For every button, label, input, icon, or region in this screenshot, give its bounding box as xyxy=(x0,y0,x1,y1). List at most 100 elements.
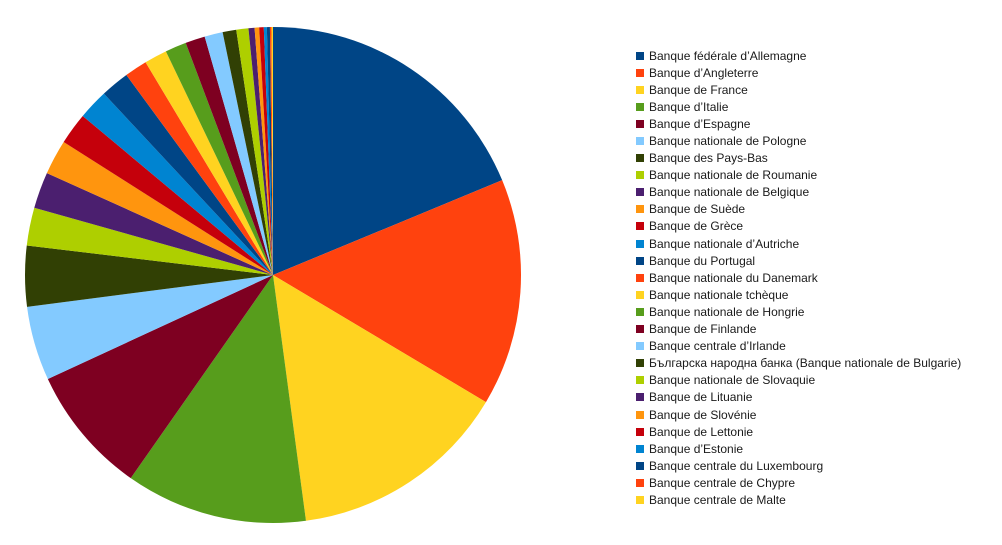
legend-item: Banque nationale de Hongrie xyxy=(636,303,961,320)
pie-slice xyxy=(204,32,273,276)
legend-label: Banque d’Estonie xyxy=(649,441,744,456)
legend-swatch xyxy=(636,188,644,197)
legend-label: Banque du Portugal xyxy=(649,253,756,268)
pie-slice xyxy=(254,27,273,275)
pie-slice xyxy=(47,275,273,479)
legend-swatch xyxy=(636,359,644,368)
legend-item: Banque d’Espagne xyxy=(636,115,961,132)
legend-item: Banque de Finlande xyxy=(636,321,961,338)
pie-slice xyxy=(236,28,273,275)
legend-label: Banque nationale de Belgique xyxy=(649,185,810,200)
legend-swatch xyxy=(636,205,644,214)
legend-swatch xyxy=(636,444,644,453)
pie-slice xyxy=(26,207,273,275)
legend-item: Banque nationale de Slovaquie xyxy=(636,372,961,389)
legend-item: Banque nationale de Pologne xyxy=(636,132,961,149)
legend-swatch xyxy=(636,51,644,60)
legend-swatch xyxy=(636,68,644,77)
legend-label: Banque nationale d’Autriche xyxy=(649,236,800,251)
legend-swatch xyxy=(636,154,644,163)
legend-item: Banque nationale tchèque xyxy=(636,286,961,303)
pie-slice xyxy=(63,115,273,275)
pie-slice xyxy=(273,180,522,403)
legend-label: Banque de Lituanie xyxy=(649,390,753,405)
pie-slice xyxy=(46,142,273,275)
legend-swatch xyxy=(636,410,644,419)
legend-item: Banque nationale du Danemark xyxy=(636,269,961,286)
legend-item: Banque de Lituanie xyxy=(636,389,961,406)
legend-label: Banque nationale tchèque xyxy=(649,287,789,302)
legend-item: Българска народна банка (Banque national… xyxy=(636,355,961,372)
legend-item: Banque de Slovénie xyxy=(636,406,961,423)
pie-slice xyxy=(25,245,273,307)
legend-label: Banque nationale de Roumanie xyxy=(649,168,818,183)
pie-slice xyxy=(273,27,503,275)
pie-slice xyxy=(271,26,273,276)
legend-label: Banque d’Angleterre xyxy=(649,65,759,80)
pie-slice xyxy=(34,173,273,275)
legend-swatch xyxy=(636,325,644,334)
legend-item: Banque d’Italie xyxy=(636,98,961,115)
legend-swatch xyxy=(636,273,644,282)
legend-item: Banque centrale d’Irlande xyxy=(636,338,961,355)
legend-swatch xyxy=(636,256,644,265)
legend-label: Banque de Lettonie xyxy=(649,424,754,439)
legend-item: Banque nationale de Belgique xyxy=(636,184,961,201)
legend-label: Banque fédérale d’Allemagne xyxy=(649,48,807,63)
legend-swatch xyxy=(636,376,644,385)
legend-label: Banque d’Italie xyxy=(649,99,729,114)
legend-label: Българска народна банка (Banque national… xyxy=(649,356,962,371)
legend-swatch xyxy=(636,393,644,402)
legend-label: Banque d’Espagne xyxy=(649,116,751,131)
pie-slice xyxy=(259,27,273,276)
pie-slice xyxy=(273,275,486,521)
legend-item: Banque nationale d’Autriche xyxy=(636,235,961,252)
legend-swatch xyxy=(636,137,644,146)
pie-slice xyxy=(185,36,273,275)
legend-swatch xyxy=(636,119,644,128)
pie-slice xyxy=(130,275,306,524)
pie-slice xyxy=(126,62,273,275)
legend-label: Banque de Suède xyxy=(649,202,746,217)
legend-item: Banque du Portugal xyxy=(636,252,961,269)
legend-label: Banque de Finlande xyxy=(649,322,757,337)
legend-item: Banque de France xyxy=(636,81,961,98)
legend-item: Banque centrale du Luxembourg xyxy=(636,457,961,474)
legend-label: Banque nationale de Slovaquie xyxy=(649,373,816,388)
pie-slice xyxy=(165,42,273,275)
legend-item: Banque d’Angleterre xyxy=(636,64,961,81)
legend-swatch xyxy=(636,461,644,470)
pie-slice xyxy=(145,51,273,275)
legend-swatch xyxy=(636,85,644,94)
legend-label: Banque nationale du Danemark xyxy=(649,270,818,285)
legend-item: Banque des Pays-Bas xyxy=(636,150,961,167)
pie-slice xyxy=(263,27,273,275)
legend-label: Banque nationale de Pologne xyxy=(649,134,807,149)
legend-swatch xyxy=(636,239,644,248)
pie-slice xyxy=(269,27,273,275)
pie-chart xyxy=(25,26,522,524)
legend-swatch xyxy=(636,307,644,316)
legend-swatch xyxy=(636,171,644,180)
pie-slice xyxy=(27,275,273,379)
pie-slice xyxy=(103,75,273,275)
pie-slice xyxy=(248,27,273,275)
legend-item: Banque centrale de Malte xyxy=(636,491,961,508)
legend-label: Banque centrale de Chypre xyxy=(649,475,796,490)
legend: Banque fédérale d’Allemagne Banque d’Angl… xyxy=(636,47,961,509)
legend-swatch xyxy=(636,427,644,436)
legend-swatch xyxy=(636,495,644,504)
legend-label: Banque centrale d’Irlande xyxy=(649,339,786,354)
legend-swatch xyxy=(636,342,644,351)
legend-label: Banque de Grèce xyxy=(649,219,744,234)
legend-item: Banque centrale de Chypre xyxy=(636,474,961,491)
legend-label: Banque de France xyxy=(649,82,748,97)
legend-swatch xyxy=(636,290,644,299)
pie-slice xyxy=(222,29,273,275)
pie-slice xyxy=(266,27,273,275)
legend-swatch xyxy=(636,222,644,231)
legend-item: Banque de Grèce xyxy=(636,218,961,235)
legend-label: Banque nationale de Hongrie xyxy=(649,304,805,319)
legend-label: Banque centrale de Malte xyxy=(649,492,786,507)
legend-item: Banque de Lettonie xyxy=(636,423,961,440)
